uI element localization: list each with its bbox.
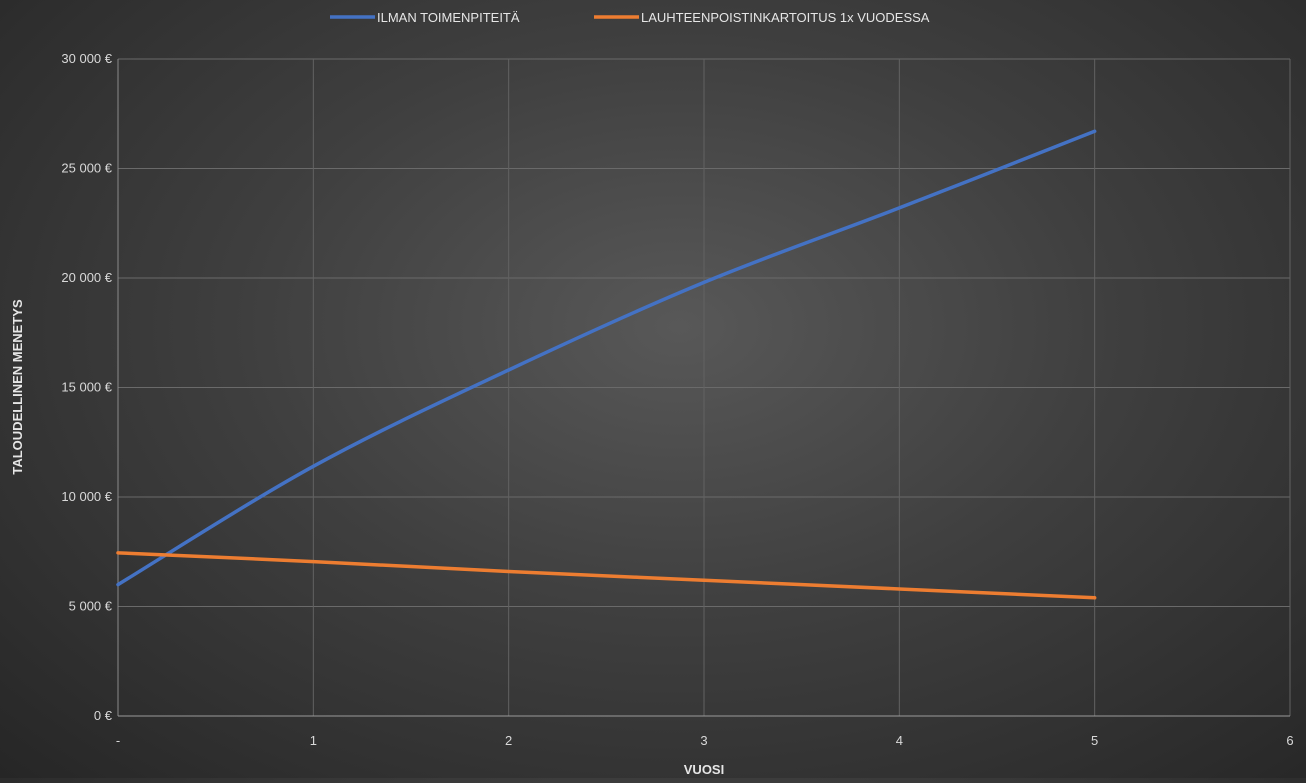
x-axis-ticks: - 1 2 3 4 5 6 (116, 733, 1294, 748)
y-tick-label: 25 000 € (61, 161, 112, 176)
x-axis-title: VUOSI (684, 762, 724, 777)
legend-label-2: LAUHTEENPOISTINKARTOITUS 1x VUODESSA (641, 10, 930, 25)
x-tick-label: 1 (310, 733, 317, 748)
y-axis-ticks: 0 € 5 000 € 10 000 € 15 000 € 20 000 € 25 000… (61, 51, 112, 723)
y-tick-label: 5 000 € (69, 599, 113, 614)
y-tick-label: 0 € (94, 708, 113, 723)
axes (117, 59, 1290, 717)
series-lines (116, 129, 1097, 600)
y-tick-label: 10 000 € (61, 489, 112, 504)
x-tick-label: 6 (1286, 733, 1293, 748)
series-line-1 (116, 129, 1097, 587)
x-tick-label: 3 (700, 733, 707, 748)
y-tick-label: 20 000 € (61, 270, 112, 285)
grid-lines (118, 58, 1291, 716)
y-tick-label: 30 000 € (61, 51, 112, 66)
series-line-2 (116, 551, 1097, 600)
x-tick-label: 2 (505, 733, 512, 748)
legend-label-1: ILMAN TOIMENPITEITÄ (377, 10, 520, 25)
x-tick-label: 5 (1091, 733, 1098, 748)
y-axis-title: TALOUDELLINEN MENETYS (10, 299, 25, 475)
y-tick-label: 15 000 € (61, 380, 112, 395)
x-tick-label: - (116, 733, 120, 748)
legend: ILMAN TOIMENPITEITÄ LAUHTEENPOISTINKARTOI… (330, 10, 930, 25)
x-tick-label: 4 (896, 733, 903, 748)
